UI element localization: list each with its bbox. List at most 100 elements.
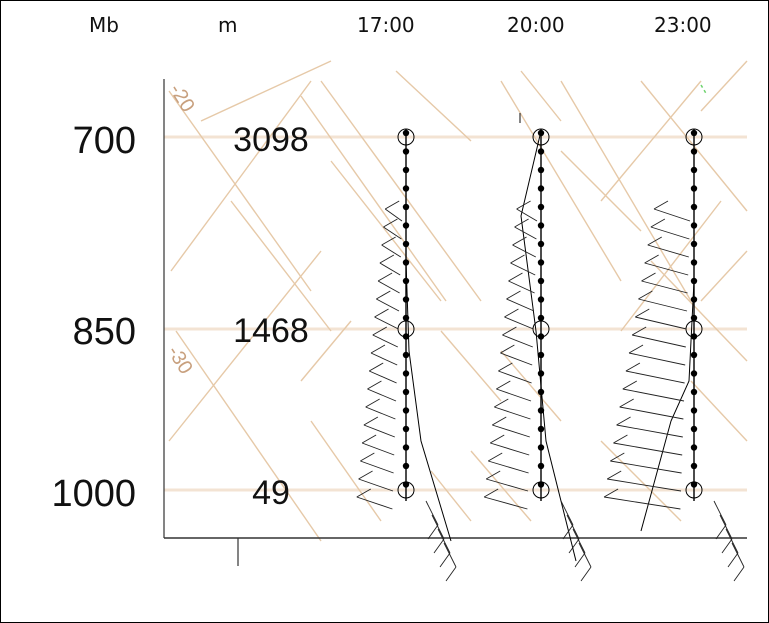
wind-barb	[641, 280, 688, 294]
sounding-dot	[690, 277, 698, 285]
sounding-dot	[402, 351, 410, 359]
lower-barb	[443, 542, 457, 568]
wind-barb	[516, 208, 538, 222]
diagram-diagonal-15	[700, 250, 748, 302]
diagram-diagonal-3	[168, 250, 322, 442]
height-unit-header: m	[218, 13, 238, 37]
wind-barb-flag	[384, 200, 400, 210]
wind-barb	[363, 424, 395, 438]
sounding-dot	[402, 277, 410, 285]
wind-barb	[514, 226, 537, 240]
lower-barb-flag	[568, 538, 580, 554]
wind-barb	[628, 352, 686, 366]
wind-barb	[502, 334, 533, 348]
sounding-dot	[690, 296, 698, 303]
sounding-column-3	[603, 128, 745, 582]
lower-barb-flag	[580, 566, 592, 582]
wind-barb-flag	[516, 200, 531, 210]
sounding-column-2	[483, 128, 592, 582]
wind-barb	[635, 316, 687, 330]
sounding-dot	[537, 425, 545, 433]
level-circle	[397, 481, 415, 499]
diagram-diagonal-21	[300, 320, 352, 382]
diagram-diagonal-6	[395, 70, 472, 142]
sounding-dot	[402, 185, 410, 192]
sounding-dot	[690, 148, 698, 155]
sounding-dot	[690, 351, 698, 359]
wind-barb	[494, 406, 531, 420]
diagram-diagonal-18	[310, 420, 382, 522]
sounding-dot	[402, 481, 410, 488]
level-circle	[532, 481, 550, 499]
wind-barb	[508, 280, 535, 294]
wind-barb	[607, 478, 682, 492]
wind-barb	[356, 496, 393, 510]
lower-barb-flag	[427, 524, 439, 540]
wind-barb	[370, 352, 398, 366]
sounding-dot	[690, 370, 698, 377]
sounding-dot	[690, 185, 698, 192]
wind-barb	[604, 496, 681, 510]
wind-barb-flag	[487, 452, 503, 462]
sounding-dot	[402, 462, 410, 470]
sounding-dot	[690, 240, 698, 248]
wind-barb	[374, 316, 399, 330]
sounding-dot	[690, 407, 698, 414]
wind-barb	[381, 244, 402, 258]
wind-barb-flag	[514, 218, 529, 228]
pressure-label-700: 700	[73, 120, 136, 162]
wind-barb-flag	[502, 326, 517, 336]
lower-barb	[578, 542, 592, 568]
sounding-dot	[690, 444, 698, 451]
diagram-diagonal-27	[200, 60, 332, 122]
lower-barb-flag	[733, 566, 745, 582]
sounding-dot	[537, 259, 545, 266]
sounding-dot	[690, 425, 698, 433]
wind-barb-flag	[356, 488, 372, 498]
sounding-columns	[356, 128, 745, 582]
sounding-dot	[537, 296, 545, 303]
sounding-dot	[402, 222, 410, 229]
wind-barb	[632, 334, 686, 348]
sounding-dot	[537, 462, 545, 470]
lower-barb-flag	[433, 538, 445, 554]
sounding-dot	[402, 166, 410, 174]
sounding-dot	[537, 481, 545, 488]
lower-barb	[725, 528, 739, 554]
wind-barb	[384, 208, 403, 222]
level-circle	[685, 481, 703, 499]
sounding-dot	[402, 129, 410, 137]
sounding-dot	[690, 481, 698, 488]
sounding-dot	[537, 444, 545, 451]
wind-barb	[504, 316, 534, 330]
sounding-dot	[402, 370, 410, 377]
wind-barb	[372, 334, 398, 348]
wind-barb-flag	[635, 308, 650, 318]
wind-barb-flag	[483, 488, 499, 498]
accent-dash	[700, 84, 708, 96]
wind-barb-flag	[510, 254, 525, 264]
wind-barb-flag	[616, 416, 631, 426]
wind-barb-flag	[370, 344, 386, 354]
wind-barb	[510, 262, 536, 276]
sounding-dot	[537, 129, 545, 137]
wind-barb-flag	[650, 218, 666, 228]
diagram-diagonal-10	[600, 80, 702, 202]
isotherm-label-minus20: -20	[165, 80, 199, 116]
wind-barb-flag	[613, 434, 628, 444]
wind-barb	[616, 424, 683, 438]
lower-barb	[560, 500, 574, 526]
sounding-dot	[537, 203, 545, 211]
wind-barb-flag	[376, 290, 391, 300]
diagram-diagonal-23	[560, 150, 642, 232]
sounding-dot	[402, 388, 410, 396]
profile-line	[405, 131, 452, 542]
wind-barb-flag	[619, 398, 634, 408]
wind-barb	[610, 460, 682, 474]
wind-barb-flag	[381, 236, 396, 246]
wind-barb	[622, 388, 685, 402]
wind-barb	[369, 370, 397, 384]
sounding-dot	[690, 166, 698, 174]
lower-barb	[731, 542, 745, 568]
